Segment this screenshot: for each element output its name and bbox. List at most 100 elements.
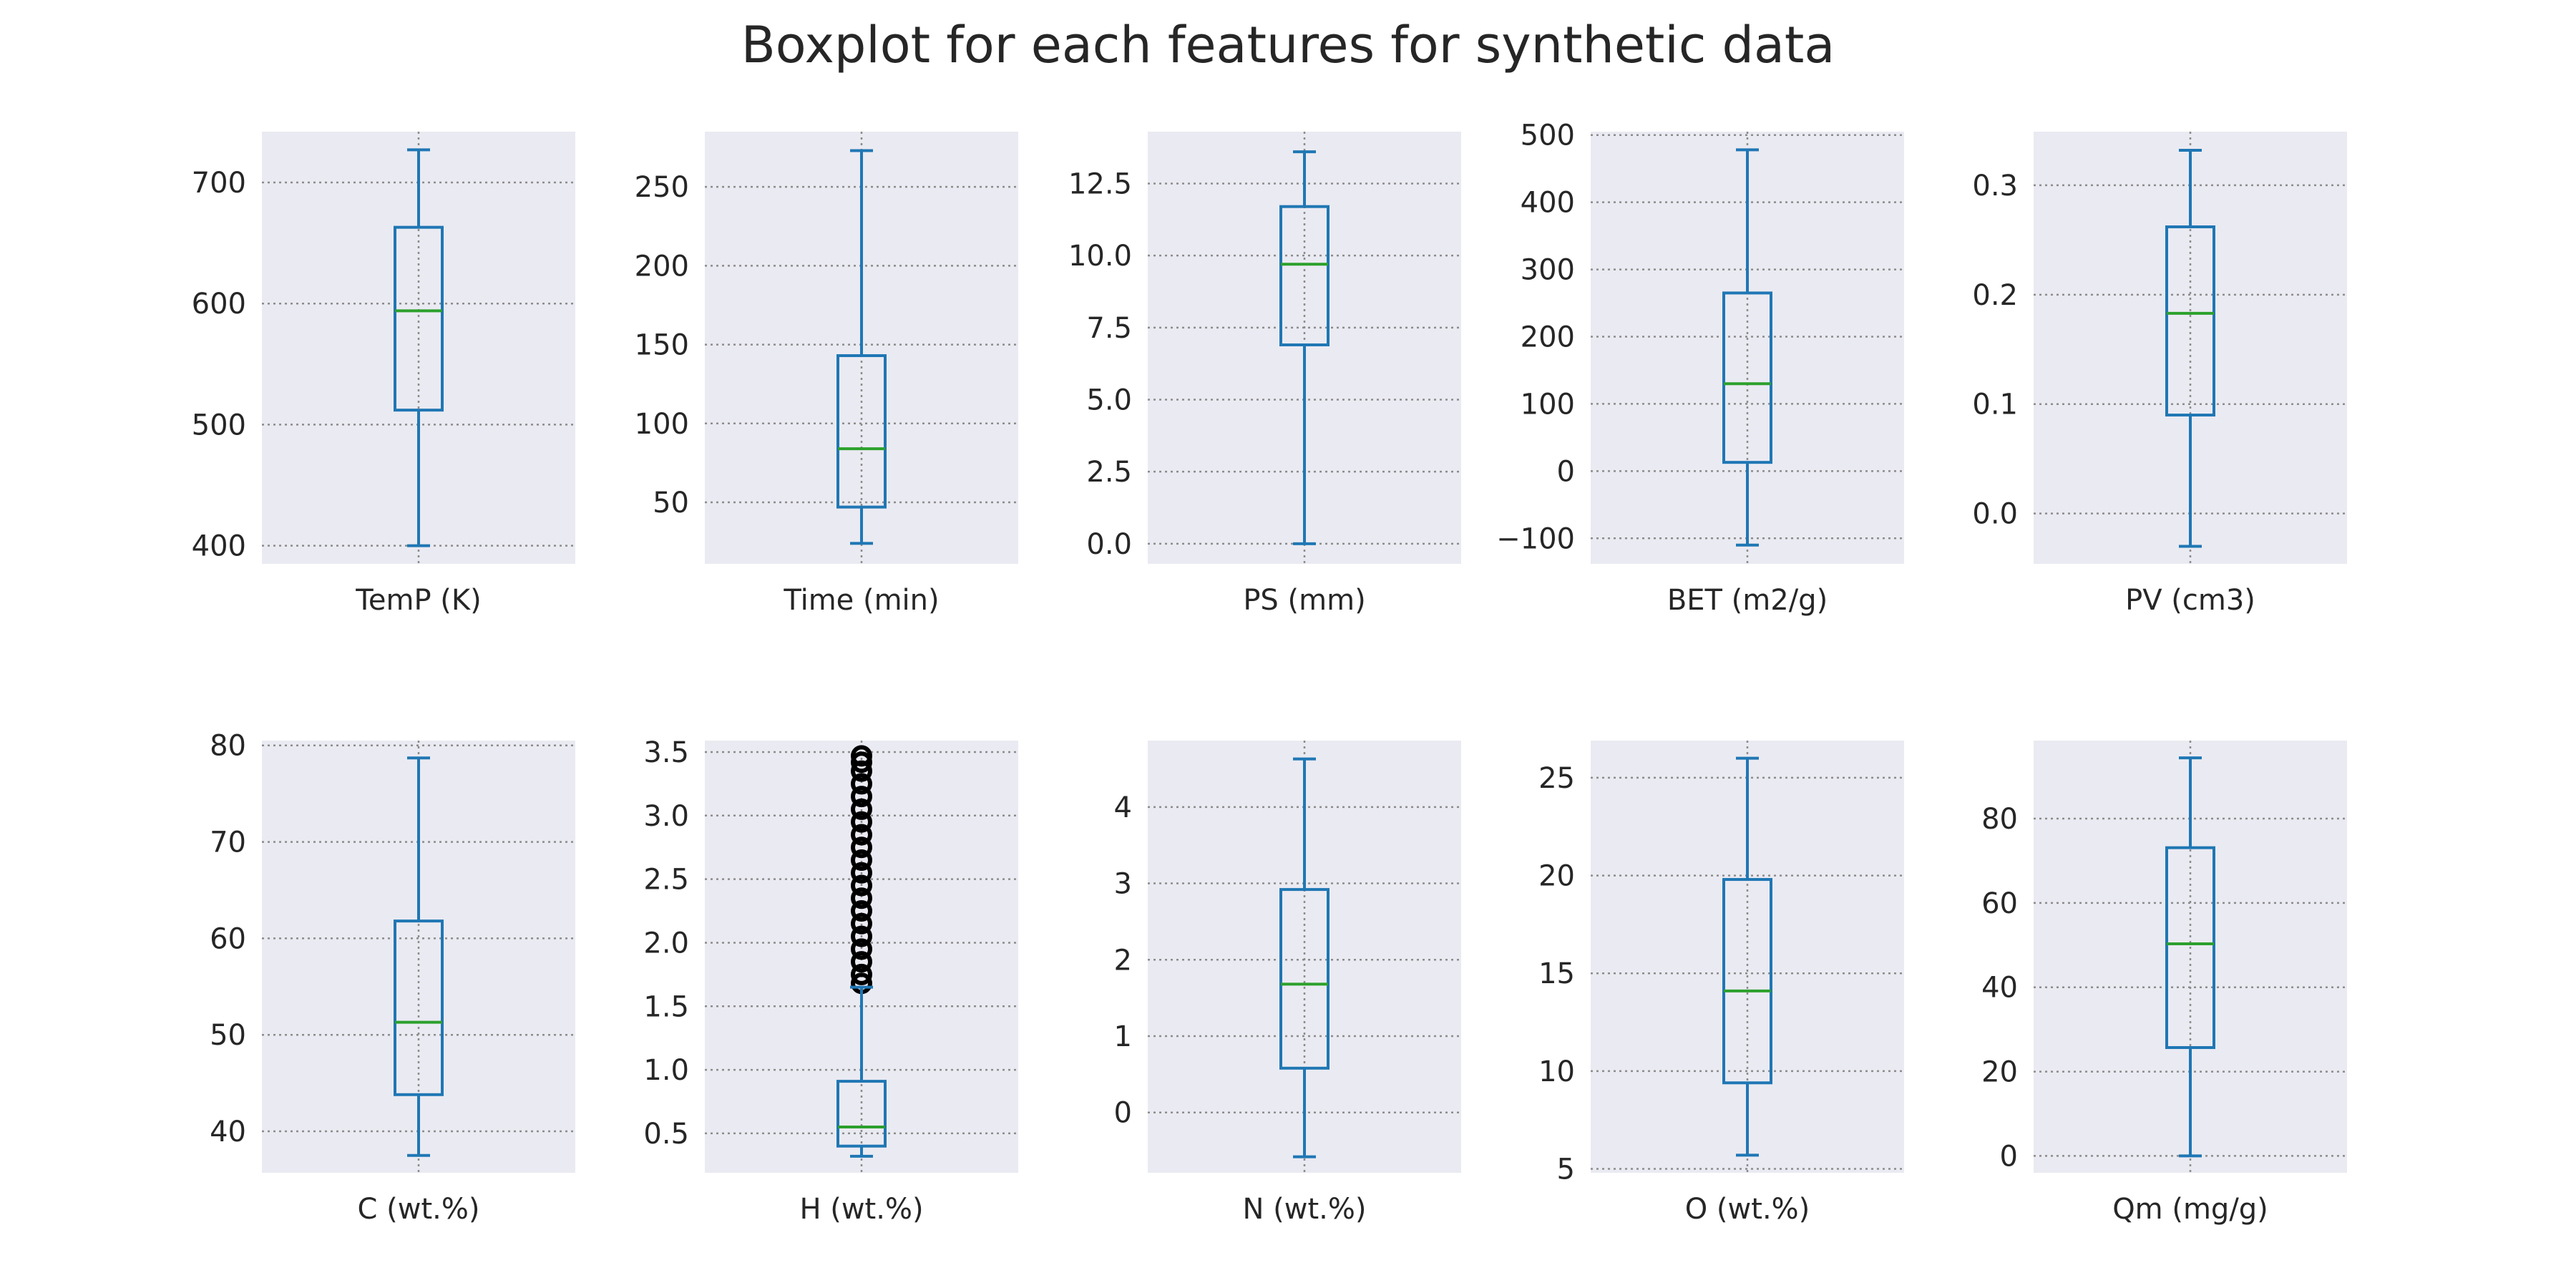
iqr-box xyxy=(1722,291,1772,464)
y-tick-label: 3 xyxy=(1114,868,1132,901)
x-category-label: TemP (K) xyxy=(355,584,482,617)
y-tick-label: 0 xyxy=(1114,1097,1132,1130)
y-tick-label: 2 xyxy=(1114,944,1132,977)
y-tick-label: 250 xyxy=(635,171,689,204)
iqr-box xyxy=(2165,846,2215,1049)
y-tick-label: 600 xyxy=(192,288,246,321)
y-tick-label: 150 xyxy=(635,329,689,362)
y-tick-label: 15 xyxy=(1538,957,1575,990)
y-tick-label: 1.5 xyxy=(643,990,689,1023)
boxplot-panel: 0.0 0.1 0.2 0.3 PV (cm3) xyxy=(1972,132,2347,617)
outlier-point xyxy=(851,963,872,985)
outlier-point xyxy=(851,900,872,922)
y-tick-label: 500 xyxy=(1521,119,1575,152)
y-tick-label: 400 xyxy=(1521,187,1575,220)
y-tick-label: 20 xyxy=(1538,860,1575,893)
x-category-label: O (wt.%) xyxy=(1685,1193,1810,1226)
boxplot-panel: 5 10 15 20 25 O (wt.%) xyxy=(1538,741,1904,1226)
y-tick-label: 2.5 xyxy=(1086,456,1132,489)
x-category-label: PV (cm3) xyxy=(2125,584,2255,617)
y-tick-label: 200 xyxy=(1521,321,1575,354)
outlier-point xyxy=(851,745,872,767)
y-tick-label: 10.0 xyxy=(1068,240,1132,273)
x-category-label: H (wt.%) xyxy=(799,1193,923,1226)
y-tick-label: 5 xyxy=(1557,1153,1575,1186)
x-category-label: BET (m2/g) xyxy=(1667,584,1828,617)
y-tick-label: 70 xyxy=(210,826,246,859)
x-category-label: Time (min) xyxy=(783,584,939,617)
iqr-box xyxy=(1279,888,1330,1070)
outlier-point xyxy=(851,862,872,884)
y-tick-label: 40 xyxy=(210,1116,246,1148)
y-tick-label: 100 xyxy=(635,408,689,441)
iqr-box xyxy=(1722,878,1772,1085)
y-tick-label: 0.0 xyxy=(1972,498,2018,531)
y-tick-label: 0 xyxy=(1557,455,1575,488)
outlier-point xyxy=(851,874,872,897)
y-tick-label: 4 xyxy=(1114,791,1132,824)
outlier-point xyxy=(851,887,872,909)
y-tick-label: 1 xyxy=(1114,1020,1132,1053)
outlier-point xyxy=(851,938,872,960)
y-tick-label: 80 xyxy=(1981,803,2018,836)
outlier-point xyxy=(851,824,872,846)
boxplot-panel: 0.0 2.5 5.0 7.5 10.0 12.5 PS (mm) xyxy=(1068,132,1461,617)
iqr-box xyxy=(836,354,887,509)
y-tick-label: 80 xyxy=(210,730,246,763)
y-tick-label: 40 xyxy=(1981,972,2018,1005)
y-tick-label: 2.5 xyxy=(643,864,689,897)
boxplot-panel: 50 100 150 200 250 Time (min) xyxy=(635,132,1018,617)
y-tick-label: 50 xyxy=(210,1019,246,1052)
y-tick-label: 0.0 xyxy=(1086,528,1132,561)
y-tick-label: 60 xyxy=(1981,887,2018,920)
outlier-point xyxy=(851,786,872,808)
outlier-point xyxy=(851,849,872,871)
y-tick-label: 0.5 xyxy=(643,1118,689,1151)
y-tick-label: 50 xyxy=(653,487,689,519)
boxplot-panel: 0 1 2 3 4 N (wt.%) xyxy=(1114,741,1461,1226)
y-tick-label: 100 xyxy=(1521,388,1575,421)
y-tick-label: 300 xyxy=(1521,254,1575,287)
boxplot-panel: 40 50 60 70 80 C (wt.%) xyxy=(210,730,575,1226)
y-tick-label: 7.5 xyxy=(1086,312,1132,345)
y-tick-label: 60 xyxy=(210,922,246,955)
chart-title: Boxplot for each features for synthetic … xyxy=(741,16,1835,74)
boxplot-panel: 400 500 600 700 TemP (K) xyxy=(192,132,575,617)
y-tick-label: −100 xyxy=(1496,522,1575,555)
y-tick-label: 10 xyxy=(1538,1055,1575,1088)
iqr-box xyxy=(394,919,444,1096)
y-tick-label: 400 xyxy=(192,530,246,563)
x-category-label: N (wt.%) xyxy=(1243,1193,1367,1226)
y-tick-label: 0.1 xyxy=(1972,389,2018,421)
y-tick-label: 3.5 xyxy=(643,736,689,769)
y-tick-label: 25 xyxy=(1538,762,1575,795)
outlier-point xyxy=(851,925,872,947)
outlier-point xyxy=(851,773,872,795)
x-category-label: PS (mm) xyxy=(1243,584,1365,617)
y-tick-label: 12.5 xyxy=(1068,167,1132,200)
x-category-label: Qm (mg/g) xyxy=(2112,1193,2268,1226)
y-tick-label: 0.3 xyxy=(1972,170,2018,203)
y-tick-label: 500 xyxy=(192,409,246,441)
y-tick-label: 0 xyxy=(2000,1140,2018,1173)
outlier-point xyxy=(851,811,872,833)
y-tick-label: 5.0 xyxy=(1086,384,1132,416)
iqr-box xyxy=(394,225,444,412)
iqr-box xyxy=(2165,225,2215,417)
y-tick-label: 0.2 xyxy=(1972,279,2018,312)
y-tick-label: 200 xyxy=(635,250,689,283)
y-tick-label: 3.0 xyxy=(643,800,689,833)
outlier-point xyxy=(851,951,872,973)
boxplot-panel: 0.5 1.0 1.5 2.0 2.5 3.0 3.5 H (wt.%) xyxy=(643,736,1018,1226)
iqr-box xyxy=(836,1080,887,1148)
boxplot-panel: 0 20 40 60 80 Qm (mg/g) xyxy=(1981,741,2347,1226)
x-category-label: C (wt.%) xyxy=(358,1193,480,1226)
y-tick-label: 2.0 xyxy=(643,927,689,960)
iqr-box xyxy=(1279,205,1330,346)
y-tick-label: 20 xyxy=(1981,1056,2018,1089)
outlier-point xyxy=(851,912,872,935)
y-tick-label: 700 xyxy=(192,167,246,200)
y-tick-label: 1.0 xyxy=(643,1054,689,1087)
outlier-point xyxy=(851,836,872,859)
